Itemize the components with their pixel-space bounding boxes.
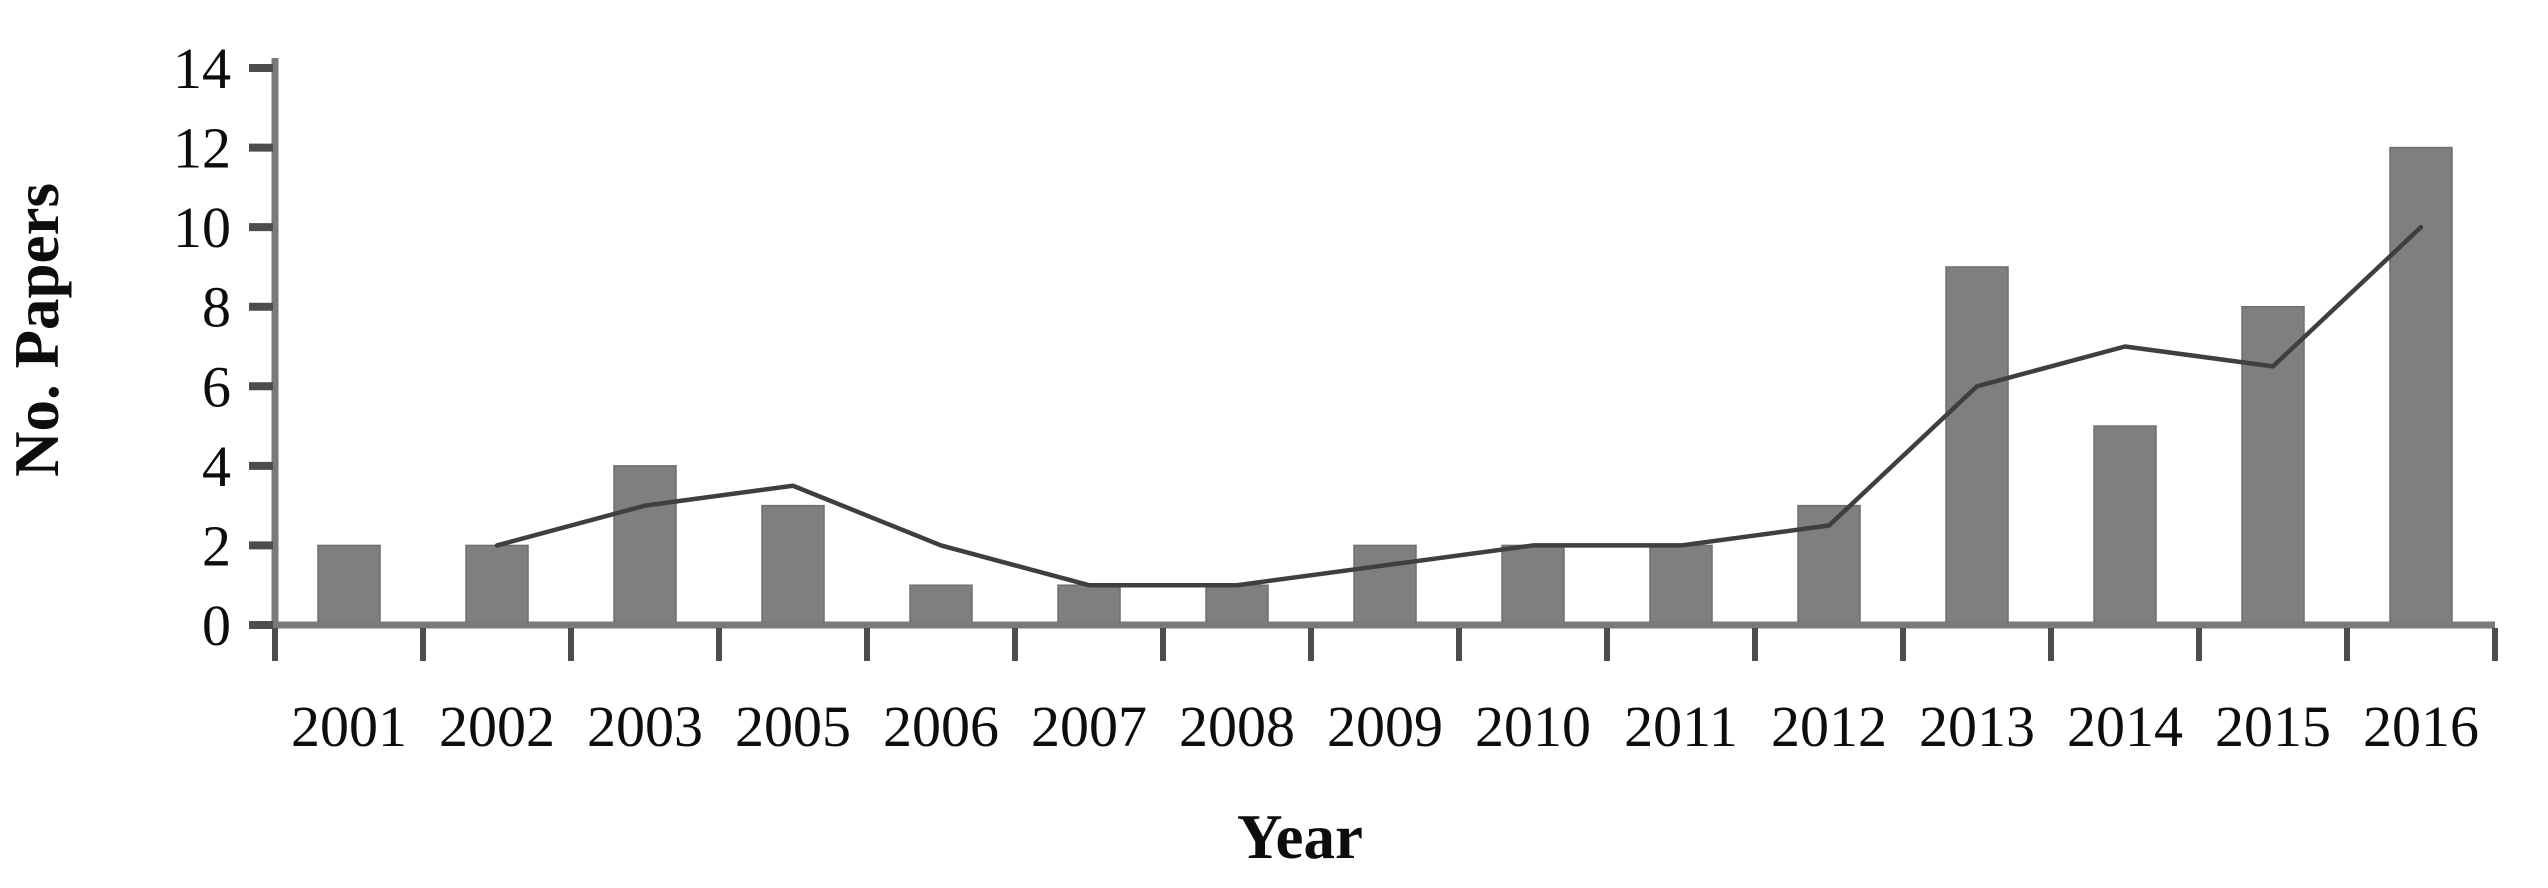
bar-2007 xyxy=(1057,584,1121,626)
bar-2010 xyxy=(1501,544,1565,626)
x-tick-label-2006: 2006 xyxy=(883,694,999,759)
x-tick-label-2011: 2011 xyxy=(1624,694,1738,759)
y-tick-label-12: 12 xyxy=(173,116,231,181)
bar-2013 xyxy=(1945,266,2009,626)
x-tick-label-2014: 2014 xyxy=(2067,694,2183,759)
y-tick-label-6: 6 xyxy=(202,354,231,419)
x-tick-label-2012: 2012 xyxy=(1771,694,1887,759)
bar-2001 xyxy=(317,544,381,626)
bar-2016 xyxy=(2389,146,2453,626)
bar-2009 xyxy=(1353,544,1417,626)
y-tick-label-2: 2 xyxy=(202,513,231,578)
x-tick-label-2008: 2008 xyxy=(1179,694,1295,759)
bar-2011 xyxy=(1649,544,1713,626)
y-tick-label-4: 4 xyxy=(202,434,231,499)
bar-2006 xyxy=(909,584,973,626)
x-tick-label-2002: 2002 xyxy=(439,694,555,759)
x-tick-label-2007: 2007 xyxy=(1031,694,1147,759)
bar-2003 xyxy=(613,465,677,626)
x-tick-label-2009: 2009 xyxy=(1327,694,1443,759)
bar-2015 xyxy=(2241,305,2305,626)
bar-2002 xyxy=(465,544,529,626)
y-axis-title: No. Papers xyxy=(2,183,72,477)
x-axis-title: Year xyxy=(1237,802,1363,872)
trend-line xyxy=(494,224,2424,588)
y-tick-label-10: 10 xyxy=(173,195,231,260)
x-tick-label-2016: 2016 xyxy=(2363,694,2479,759)
y-tick-label-0: 0 xyxy=(202,593,231,658)
x-tick-label-2010: 2010 xyxy=(1475,694,1591,759)
x-tick-label-2005: 2005 xyxy=(735,694,851,759)
bar-2008 xyxy=(1205,584,1269,626)
x-tick-label-2015: 2015 xyxy=(2215,694,2331,759)
chart-plot-area: 0 2 4 6 8 10 12 14 2001 2002 2003 2005 2006 2007 2008 2… xyxy=(173,36,2498,759)
x-tick-label-2003: 2003 xyxy=(587,694,703,759)
x-tick-label-2013: 2013 xyxy=(1919,694,2035,759)
y-tick-label-8: 8 xyxy=(202,275,231,340)
bar-2005 xyxy=(761,504,825,626)
bar-2014 xyxy=(2093,425,2157,626)
x-tick-label-2001: 2001 xyxy=(291,694,407,759)
y-tick-label-14: 14 xyxy=(173,36,231,101)
